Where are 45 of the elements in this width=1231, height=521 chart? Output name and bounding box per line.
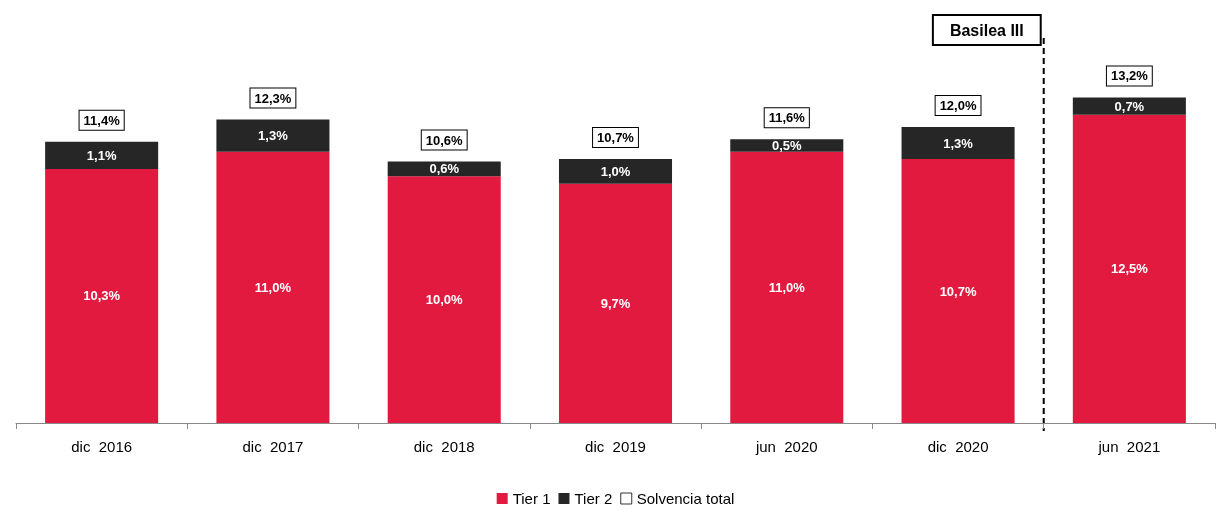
data-label: 10,0% xyxy=(425,292,464,308)
data-label: 11,0% xyxy=(768,279,806,295)
total-label: 12,3% xyxy=(254,90,292,106)
total-label: 11,6% xyxy=(768,110,806,126)
x-tick-label: dic 2016 xyxy=(71,438,133,455)
total-label: 10,6% xyxy=(425,132,464,148)
bar xyxy=(901,127,1015,160)
bar xyxy=(901,159,1015,423)
bar xyxy=(558,183,673,423)
total-label: 13,2% xyxy=(1110,68,1149,84)
bar xyxy=(45,168,159,423)
bar xyxy=(1072,97,1186,115)
legend-label: Tier 1 xyxy=(512,490,551,507)
bar xyxy=(216,119,330,152)
data-label: 1,0% xyxy=(600,163,631,179)
total-label: 12,0% xyxy=(939,98,977,113)
bar xyxy=(387,176,501,423)
total-label: 11,4% xyxy=(83,112,121,128)
x-tick-label: jun 2020 xyxy=(754,438,818,455)
text: Basilea III xyxy=(949,21,1024,39)
x-tick-label: jun 2021 xyxy=(1097,438,1161,455)
bar xyxy=(558,159,673,184)
bar xyxy=(216,151,330,423)
x-tick-label: dic 2017 xyxy=(242,438,304,455)
data-label: 1,3% xyxy=(943,135,974,151)
data-label: 0,6% xyxy=(429,161,460,177)
bar xyxy=(1072,114,1186,423)
bar xyxy=(45,141,159,169)
total-label: 10,7% xyxy=(597,130,635,146)
legend-label: Solvencia total xyxy=(636,490,735,507)
data-label: 9,7% xyxy=(600,295,631,311)
data-label: 1,3% xyxy=(258,128,289,144)
data-label: 10,7% xyxy=(939,283,977,299)
data-label: 10,3% xyxy=(83,288,121,304)
x-tick-label: dic 2019 xyxy=(585,438,646,455)
x-tick-label: dic 2018 xyxy=(413,438,475,455)
data-label: 11,0% xyxy=(254,279,292,295)
legend-label: Tier 2 xyxy=(574,490,613,507)
data-label: 0,7% xyxy=(1114,98,1145,114)
data-label: 0,5% xyxy=(771,138,803,153)
x-tick-label: dic 2020 xyxy=(927,438,989,455)
bar xyxy=(730,151,844,423)
data-label: 12,5% xyxy=(1110,261,1149,277)
bar xyxy=(730,139,844,152)
data-label: 1,1% xyxy=(86,147,117,163)
